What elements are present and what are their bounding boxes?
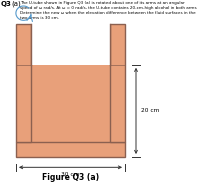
Bar bbox=[31, 24, 110, 65]
Text: 30 cm: 30 cm bbox=[61, 172, 80, 177]
Text: The U-tube shown in Figure Q3 (a) is rotated about one of its arms at an angular: The U-tube shown in Figure Q3 (a) is rot… bbox=[20, 1, 197, 20]
Text: Figure Q3 (a): Figure Q3 (a) bbox=[42, 173, 99, 182]
Bar bbox=[16, 142, 125, 157]
Text: 20 cm: 20 cm bbox=[141, 108, 159, 113]
Text: (a): (a) bbox=[11, 1, 21, 8]
Bar bbox=[16, 24, 31, 142]
Text: Q3: Q3 bbox=[1, 1, 12, 7]
Bar bbox=[31, 65, 110, 142]
Bar bbox=[110, 24, 125, 142]
